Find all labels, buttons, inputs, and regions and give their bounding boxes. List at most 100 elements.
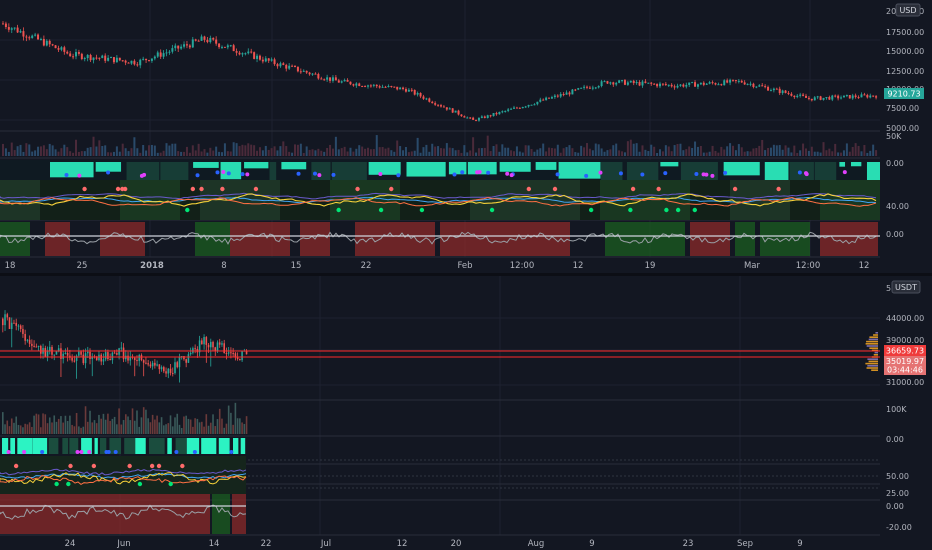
indicator-fill bbox=[764, 162, 789, 181]
signal-dot bbox=[486, 170, 491, 175]
signal-dot bbox=[22, 450, 27, 454]
candle-body bbox=[177, 45, 180, 49]
top-chart[interactable]: 20000.0017500.0015000.0012500.0010000.00… bbox=[0, 0, 932, 271]
volume-bar bbox=[346, 151, 349, 156]
candle-body bbox=[714, 83, 717, 85]
top-time-axis[interactable]: 18 25 2018 8 15 22 Feb 12:00 12 19 Mar 12:00 12 bbox=[5, 261, 870, 271]
candle-body bbox=[618, 80, 621, 83]
volume-profile-bar bbox=[866, 340, 878, 343]
volume-bar bbox=[673, 145, 676, 156]
signal-dot bbox=[115, 186, 121, 192]
candle-body bbox=[434, 103, 437, 105]
volume-bar bbox=[230, 412, 232, 434]
candle-body bbox=[267, 58, 270, 61]
candle-body bbox=[165, 52, 168, 54]
volume-bar bbox=[594, 143, 597, 156]
volume-bar bbox=[828, 148, 831, 156]
candle-body bbox=[311, 73, 314, 75]
zone-fill bbox=[0, 180, 40, 220]
volume-bar bbox=[781, 149, 784, 156]
top-currency-badge[interactable]: USD bbox=[895, 3, 921, 17]
momentum-zone bbox=[735, 222, 755, 256]
volume-bar bbox=[22, 151, 25, 156]
bottom-chart[interactable]: 52 44000.00 39000.00 31000.00 USDT 36659.73… bbox=[0, 276, 932, 549]
volume-bar bbox=[124, 148, 127, 156]
candle-body bbox=[83, 58, 86, 60]
volume-bar bbox=[102, 413, 105, 434]
candle-body bbox=[241, 53, 244, 55]
candle-body bbox=[781, 90, 784, 94]
volume-bar bbox=[72, 152, 75, 156]
volume-bar bbox=[86, 147, 89, 156]
zone-fill bbox=[120, 180, 180, 220]
candle-body bbox=[139, 59, 142, 66]
candle-body bbox=[28, 37, 31, 39]
candle-body bbox=[223, 46, 226, 48]
volume-bar bbox=[772, 144, 775, 156]
indicator-fill bbox=[2, 438, 9, 454]
candle-body bbox=[188, 45, 191, 48]
top-ind2-axis-label: 40.00 bbox=[886, 202, 909, 211]
volume-bar bbox=[215, 146, 218, 156]
volume-bar bbox=[34, 150, 37, 156]
indicator-fill bbox=[467, 162, 497, 175]
volume-bar bbox=[437, 146, 440, 156]
candle-body bbox=[276, 64, 279, 67]
candle-body bbox=[317, 73, 320, 79]
signal-dot bbox=[91, 463, 97, 469]
volume-bar bbox=[524, 145, 527, 156]
time-tick-label: Jun bbox=[116, 539, 130, 549]
candle-body bbox=[227, 352, 230, 354]
time-tick-label: 9 bbox=[589, 539, 594, 549]
candle-body bbox=[480, 116, 483, 118]
candle-body bbox=[77, 52, 80, 54]
top-price-tick: 15000.00 bbox=[886, 47, 924, 56]
volume-bar bbox=[282, 141, 285, 156]
candle-body bbox=[717, 84, 720, 86]
volume-bar bbox=[93, 420, 96, 434]
top-price-axis[interactable] bbox=[880, 0, 932, 258]
candle-body bbox=[104, 352, 107, 360]
volume-bar bbox=[428, 151, 431, 156]
candle-body bbox=[869, 95, 872, 98]
volume-bar bbox=[872, 144, 875, 156]
candle-body bbox=[187, 354, 190, 363]
candle-body bbox=[116, 353, 118, 355]
volume-bar bbox=[267, 149, 270, 156]
volume-profile-bar bbox=[865, 343, 878, 345]
candle-body bbox=[793, 95, 796, 98]
volume-bar bbox=[381, 147, 384, 156]
indicator-fill bbox=[175, 438, 187, 454]
volume-bar bbox=[819, 152, 822, 156]
volume-bar bbox=[189, 419, 192, 434]
volume-bar bbox=[35, 413, 38, 434]
chart-separator[interactable] bbox=[0, 273, 932, 276]
countdown-label: 03:44:46 bbox=[887, 366, 923, 375]
volume-bar bbox=[66, 421, 69, 434]
volume-bar bbox=[245, 416, 248, 434]
volume-bar bbox=[183, 151, 186, 156]
candle-body bbox=[185, 44, 188, 46]
candle-body bbox=[26, 339, 29, 341]
candle-body bbox=[45, 40, 48, 46]
candle-body bbox=[550, 97, 553, 99]
candle-body bbox=[22, 31, 25, 37]
candle-body bbox=[659, 83, 661, 87]
volume-bar bbox=[702, 152, 705, 156]
candle-body bbox=[361, 86, 364, 88]
bottom-time-axis[interactable]: 24 Jun 14 22 Jul 12 20 Aug 9 23 Sep 9 bbox=[65, 539, 803, 549]
candle-body bbox=[151, 362, 154, 367]
volume-bar bbox=[641, 145, 644, 156]
candle-body bbox=[133, 357, 136, 361]
volume-bar bbox=[39, 146, 42, 156]
top-price-candles[interactable] bbox=[2, 21, 878, 122]
candle-body bbox=[145, 362, 147, 364]
candle-body bbox=[565, 92, 568, 95]
signal-dot bbox=[245, 172, 250, 177]
bottom-currency-badge[interactable]: USDT bbox=[891, 280, 921, 294]
volume-bar bbox=[291, 152, 294, 156]
bottom-price-axis[interactable] bbox=[880, 276, 932, 536]
candle-body bbox=[19, 325, 22, 329]
volume-bar bbox=[44, 414, 47, 434]
